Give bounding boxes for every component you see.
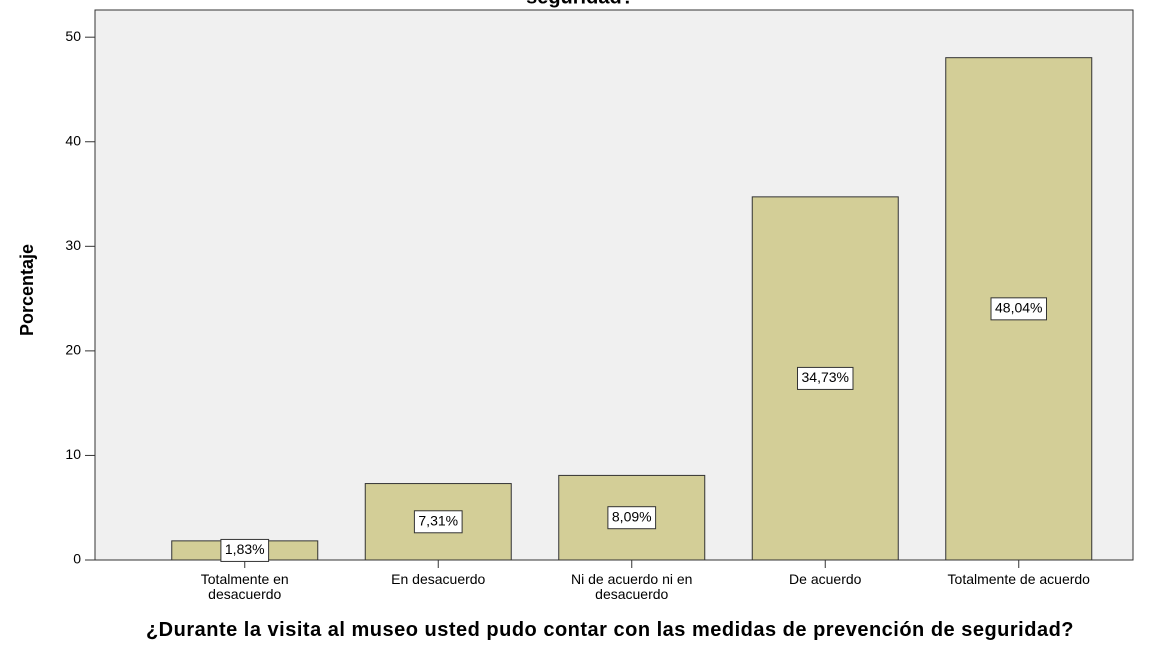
value-label-box: [797, 366, 854, 390]
y-tick-label: 30: [65, 237, 81, 253]
x-axis-title: ¿Durante la visita al museo usted pudo c…: [145, 619, 1075, 641]
y-tick-label: 10: [65, 446, 81, 462]
value-label-box: [413, 510, 463, 534]
value-label: 8,09%: [612, 508, 652, 524]
value-label-box: [990, 297, 1047, 321]
x-tick-label: Totalmente en desacuerdo: [200, 571, 289, 602]
y-axis-title: Porcentaje: [17, 244, 37, 336]
y-tick-label: 40: [65, 132, 81, 148]
chart-title: seguridad?: [526, 0, 634, 8]
value-label-box: [607, 506, 657, 530]
x-tick-label: Ni de acuerdo ni en desacuerdo: [571, 571, 693, 602]
value-label: 1,83%: [225, 541, 265, 557]
y-tick-label: 50: [65, 28, 81, 44]
x-tick-label: Totalmente de acuerdo: [947, 571, 1090, 587]
value-label: 34,73%: [802, 369, 849, 385]
y-tick-label: 0: [73, 551, 81, 567]
x-tick-label: En desacuerdo: [391, 571, 486, 587]
value-label-box: [220, 538, 270, 562]
value-label: 7,31%: [418, 512, 458, 528]
value-label: 48,04%: [995, 300, 1042, 316]
y-tick-label: 20: [65, 342, 81, 358]
x-tick-label: De acuerdo: [789, 571, 862, 587]
